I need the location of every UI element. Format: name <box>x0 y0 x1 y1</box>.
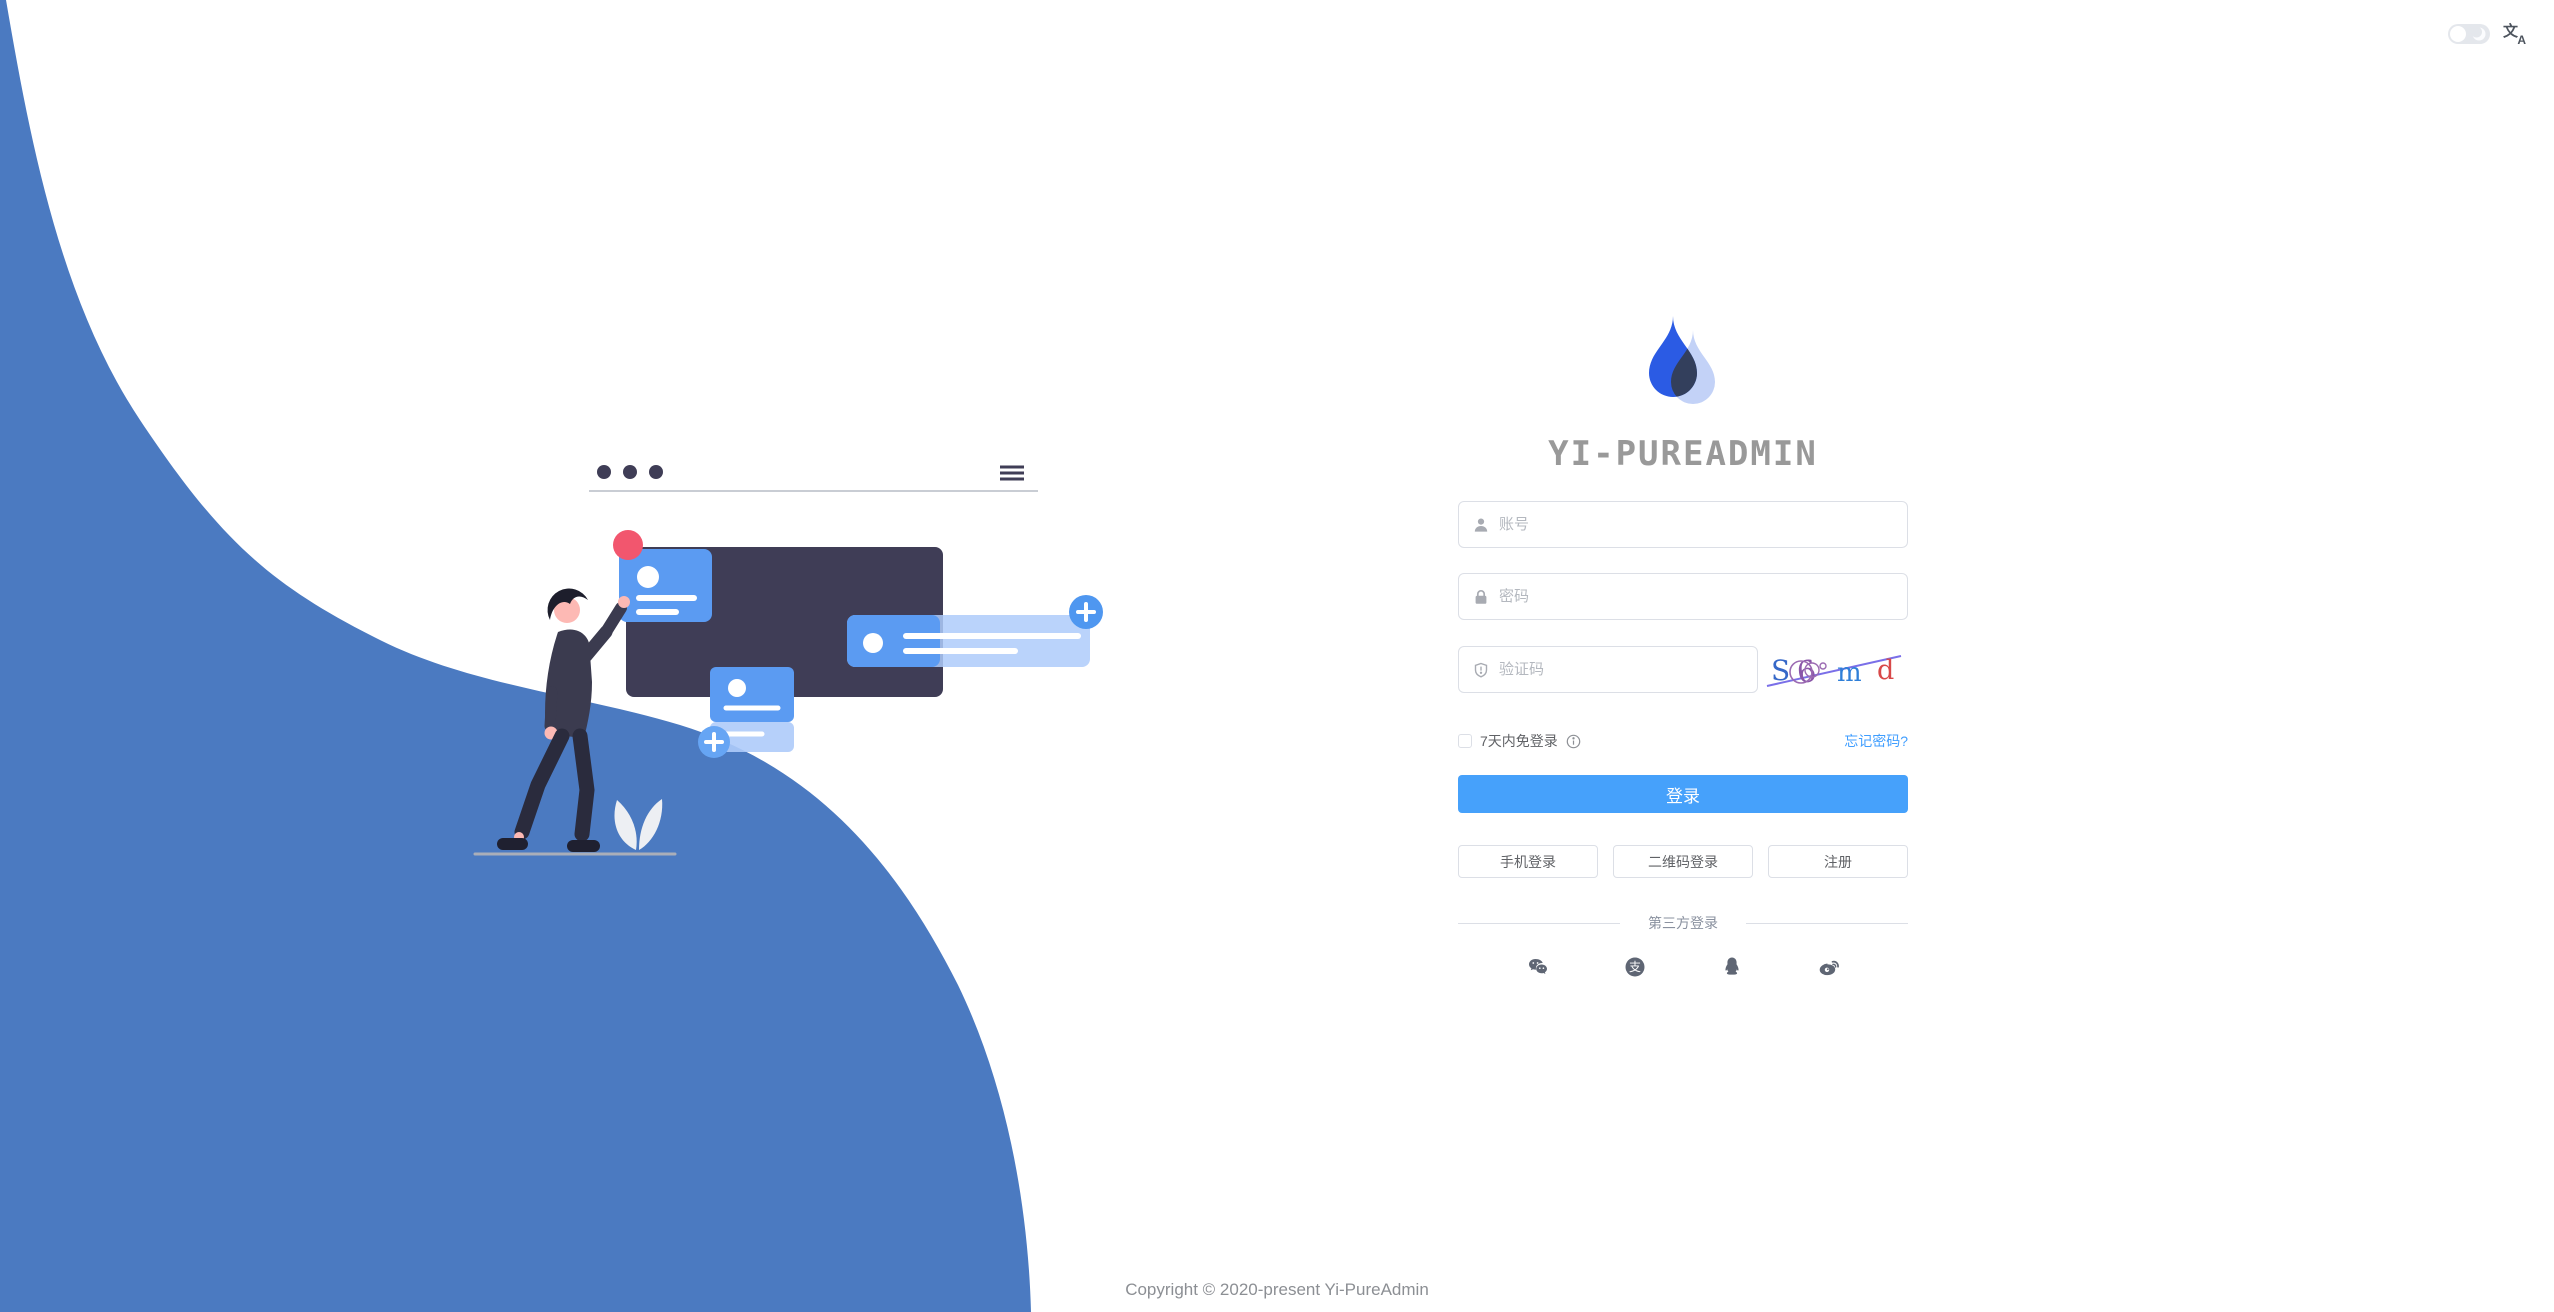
password-field-wrap <box>1458 573 1908 620</box>
account-field-wrap <box>1458 501 1908 548</box>
captcha-row: S 6 m d <box>1458 646 1908 693</box>
notification-dot <box>613 530 643 560</box>
copyright-text: Copyright © 2020-present Yi-PureAdmin <box>1125 1280 1429 1299</box>
background-wave <box>0 0 1031 1312</box>
login-panel: YI-PUREADMIN S 6 m d <box>1458 314 1908 979</box>
browser-dot <box>623 465 637 479</box>
captcha-input[interactable] <box>1499 647 1757 692</box>
qrcode-login-button[interactable]: 二维码登录 <box>1613 845 1753 878</box>
captcha-field-wrap <box>1458 646 1758 693</box>
dark-mode-toggle[interactable] <box>2448 24 2490 44</box>
divider-label: 第三方登录 <box>1648 915 1718 931</box>
options-row: 7天内免登录 忘记密码? <box>1458 731 1908 751</box>
qq-icon[interactable] <box>1720 955 1744 979</box>
remember-text: 7天内免登录 <box>1480 733 1558 749</box>
svg-text:m: m <box>1837 658 1862 688</box>
menu-icon <box>1000 465 1024 481</box>
leaf <box>614 800 637 850</box>
user-icon <box>1474 518 1488 532</box>
weibo-icon[interactable] <box>1817 955 1841 979</box>
svg-text:支: 支 <box>1628 960 1640 974</box>
browser-dot <box>649 465 663 479</box>
social-login-row: 支 <box>1458 955 1908 979</box>
register-button[interactable]: 注册 <box>1768 845 1908 878</box>
browser-dot <box>597 465 611 479</box>
login-button[interactable]: 登录 <box>1458 775 1908 813</box>
divider-line <box>1458 922 1620 924</box>
password-input[interactable] <box>1499 574 1907 619</box>
svg-text:S: S <box>1771 654 1790 687</box>
plus-icon <box>1069 595 1103 629</box>
alt-login-row: 手机登录 二维码登录 注册 <box>1458 845 1908 878</box>
plus-icon <box>698 726 730 758</box>
page-title: YI-PUREADMIN <box>1548 434 1818 474</box>
remember-checkbox[interactable] <box>1458 734 1472 748</box>
login-illustration <box>473 465 1103 856</box>
svg-text:d: d <box>1877 655 1894 686</box>
leaf <box>639 799 663 850</box>
phone-login-button[interactable]: 手机登录 <box>1458 845 1598 878</box>
divider-line <box>1746 922 1908 924</box>
lock-icon <box>1475 589 1487 604</box>
toggle-knob <box>2450 26 2466 42</box>
alipay-icon[interactable]: 支 <box>1623 955 1647 979</box>
brand-logo <box>1458 314 1908 412</box>
info-icon <box>1566 734 1581 748</box>
account-input[interactable] <box>1499 502 1907 547</box>
svg-text:6: 6 <box>1795 653 1819 690</box>
captcha-image[interactable]: S 6 m d <box>1763 648 1905 692</box>
shield-icon <box>1474 662 1488 678</box>
third-party-divider: 第三方登录 <box>1458 913 1908 933</box>
moon-icon <box>2471 26 2486 41</box>
remember-checkbox-label[interactable]: 7天内免登录 <box>1458 731 1581 751</box>
wechat-icon[interactable] <box>1526 955 1550 979</box>
forgot-password-link[interactable]: 忘记密码? <box>1844 733 1908 749</box>
language-switch-icon[interactable]: 文 A <box>2503 23 2526 47</box>
water-drop-logo-icon <box>1649 316 1715 404</box>
topbar-controls: 文 A <box>2448 22 2527 47</box>
person-figure <box>497 588 630 852</box>
